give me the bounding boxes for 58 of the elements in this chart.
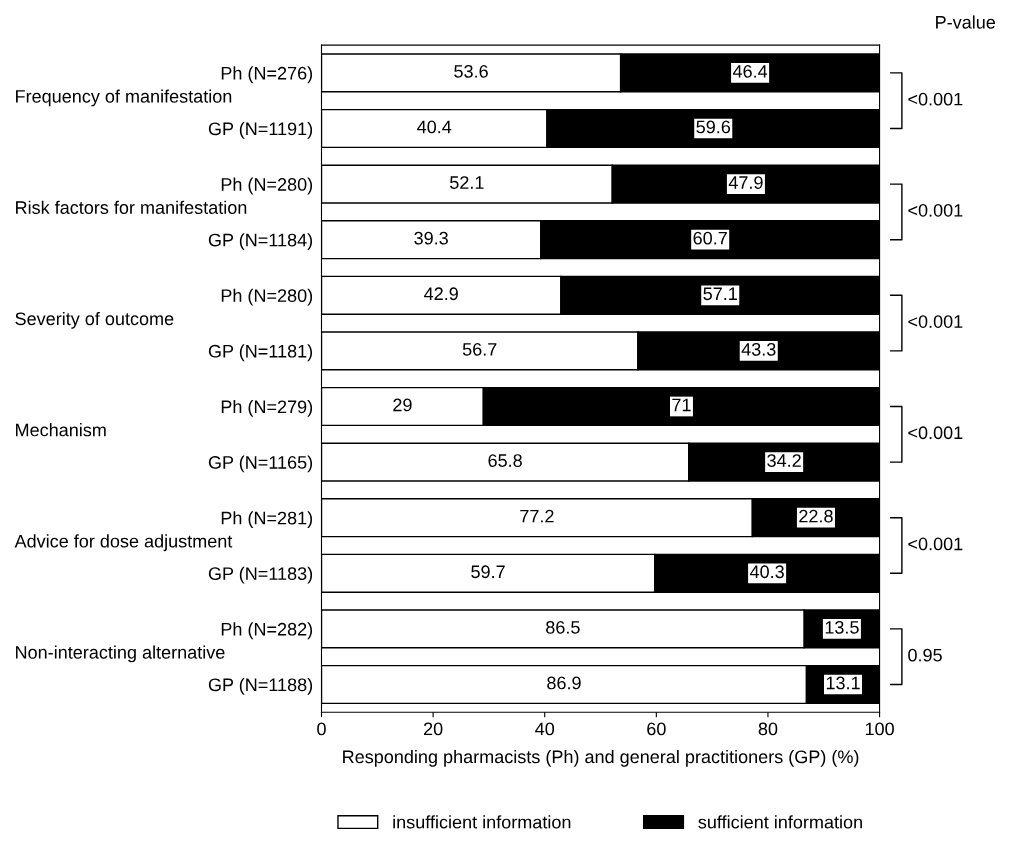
y-tick-label: GP (N=1165) — [208, 455, 313, 473]
data-label: 40.3 — [749, 565, 784, 579]
text: Advice for dose adjustment — [14, 534, 233, 552]
y-tick-label: GP (N=1183) — [208, 566, 313, 584]
data-label: 29 — [393, 398, 412, 412]
data-label: 65.8 — [488, 454, 522, 467]
text: Mechanism — [16, 423, 106, 437]
text: <0.001 — [908, 315, 963, 328]
data-label: 39.3 — [414, 231, 448, 245]
data-label: 22.8 — [799, 509, 833, 523]
text: <0.001 — [908, 92, 963, 106]
data-label: 57.1 — [703, 287, 737, 301]
data-label: 47.9 — [728, 176, 763, 189]
text: <0.001 — [908, 537, 963, 551]
text: P-value — [936, 15, 996, 29]
data-label: 86.9 — [547, 676, 581, 690]
x-axis-title: Responding pharmacists (Ph) and general practitioners (GP) (%) — [343, 749, 859, 767]
text: 0.95 — [908, 648, 942, 662]
x-tick-label: 60 — [647, 722, 666, 736]
data-label: 13.1 — [826, 676, 860, 690]
data-label: 77.2 — [520, 509, 554, 523]
text: <0.001 — [908, 203, 963, 217]
data-label: 59.7 — [471, 565, 505, 579]
text: Frequency of manifestation — [16, 89, 232, 107]
y-tick-label: Ph (N=280) — [221, 177, 313, 195]
data-label: 42.9 — [424, 287, 458, 301]
x-tick-label: 100 — [865, 722, 894, 736]
y-tick-label: GP (N=1188) — [208, 677, 313, 695]
data-label: 71 — [672, 398, 691, 412]
data-label: 40.4 — [417, 120, 452, 134]
y-tick-label: Ph (N=276) — [221, 66, 313, 84]
y-tick-label: Ph (N=280) — [221, 288, 313, 306]
data-label: 43.3 — [741, 342, 776, 356]
y-tick-label: GP (N=1181) — [208, 344, 313, 362]
legend-label: sufficient information — [698, 815, 862, 829]
y-tick-label: GP (N=1191) — [208, 121, 313, 139]
text: Severity of outcome — [15, 311, 174, 329]
text: <0.001 — [908, 426, 963, 440]
x-tick-label: 20 — [423, 722, 443, 736]
y-tick-label: Ph (N=279) — [221, 399, 313, 417]
text: Non-interacting alternative — [16, 645, 225, 663]
y-tick-label: Ph (N=282) — [221, 622, 313, 640]
y-tick-label: GP (N=1184) — [208, 233, 313, 250]
data-label: 52.1 — [450, 176, 484, 189]
text: Risk factors for manifestation — [16, 200, 247, 214]
data-label: 56.7 — [462, 342, 497, 356]
x-tick-label: 40 — [535, 722, 555, 736]
y-tick-label: Ph (N=281) — [221, 511, 313, 528]
data-label: 59.6 — [696, 120, 731, 134]
data-label: 60.7 — [693, 231, 727, 245]
legend-label: insufficient information — [393, 815, 571, 829]
data-label: 13.5 — [825, 620, 859, 634]
x-tick-label: 80 — [758, 722, 778, 736]
data-label: 46.4 — [732, 64, 768, 78]
data-label: 34.2 — [767, 454, 801, 467]
data-label: 53.6 — [454, 64, 488, 78]
x-tick-label: 0 — [317, 722, 326, 736]
data-label: 86.5 — [546, 620, 580, 634]
